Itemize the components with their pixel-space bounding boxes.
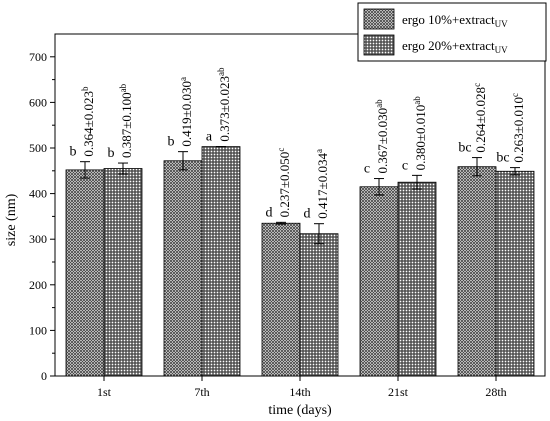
bar-series-1-7th	[163, 160, 203, 377]
error-bar-series-1-7th	[178, 151, 188, 171]
legend-swatch-series-1	[363, 8, 395, 30]
y-tick-label-200: 200	[29, 278, 47, 292]
y-tick-label-400: 400	[29, 187, 47, 201]
x-tick-label-28th: 28th	[485, 385, 506, 399]
significance-letter-series-2-7th: a	[206, 130, 213, 145]
x-tick-label-7th: 7th	[194, 385, 209, 399]
pdi-label-series-2-14th: 0.417±0.034a	[314, 149, 330, 219]
x-tick-label-21st: 21st	[388, 385, 409, 399]
pdi-label-series-2-21st: 0.380±0.010ab	[412, 96, 428, 171]
pdi-label-series-1-7th: 0.419±0.030a	[178, 77, 194, 147]
pdi-label-series-1-21st: 0.367±0.030ab	[374, 99, 390, 174]
y-tick-label-100: 100	[29, 323, 47, 337]
pdi-label-series-1-1st: 0.364±0.023b	[80, 86, 96, 157]
error-bar-series-1-21st	[374, 178, 384, 196]
error-bar-series-2-1st	[118, 162, 128, 175]
pdi-label-series-2-7th: 0.373±0.023ab	[216, 67, 232, 142]
significance-letter-series-1-28th: bc	[458, 141, 471, 156]
bar-series-1-14th	[261, 222, 301, 377]
significance-letter-series-2-14th: d	[304, 207, 311, 222]
legend: ergo 10%+extractUV ergo 20%+extractUV	[357, 2, 547, 62]
bar-series-2-14th	[299, 233, 339, 377]
significance-letter-series-2-1st: b	[108, 146, 115, 161]
bar-series-2-7th	[201, 146, 241, 377]
y-axis-title: size (nm)	[4, 193, 19, 246]
x-axis-title: time (days)	[268, 403, 332, 418]
error-bar-series-2-28th	[510, 167, 520, 176]
bar-series-1-28th	[457, 166, 497, 377]
y-tick-label-300: 300	[29, 232, 47, 246]
significance-letter-series-1-14th: d	[266, 205, 273, 220]
pdi-label-series-1-28th: 0.264±0.028c	[472, 83, 488, 153]
bars-layer	[65, 146, 535, 377]
x-tick-label-1st: 1st	[97, 385, 112, 399]
error-bar-series-2-14th	[314, 223, 324, 245]
y-tick-label-700: 700	[29, 50, 47, 64]
significance-letter-series-1-1st: b	[70, 145, 77, 160]
bar-series-1-1st	[65, 169, 105, 377]
bar-series-1-21st	[359, 186, 399, 377]
significance-letter-series-2-28th: bc	[496, 151, 509, 166]
bar-series-2-28th	[495, 170, 535, 377]
error-bar-series-1-28th	[472, 157, 482, 177]
y-tick-label-600: 600	[29, 95, 47, 109]
y-tick-label-0: 0	[41, 369, 47, 383]
legend-label-series-2: ergo 20%+extractUV	[402, 38, 508, 55]
error-bar-series-2-21st	[412, 174, 422, 190]
error-bar-series-1-1st	[80, 161, 90, 179]
x-tick-label-14th: 14th	[289, 385, 310, 399]
legend-label-series-1: ergo 10%+extractUV	[402, 12, 508, 29]
pdi-label-series-2-28th: 0.263±0.010c	[510, 93, 526, 163]
bar-series-2-1st	[103, 168, 143, 377]
pdi-label-series-1-14th: 0.237±0.050c	[276, 148, 292, 218]
axes-layer: 0 100 200 300 400 500 600 700 1st 7th 14th 21st 28th	[29, 33, 546, 399]
significance-letter-series-1-21st: c	[364, 162, 370, 177]
bar-series-2-21st	[397, 181, 437, 377]
pdi-label-series-2-1st: 0.387±0.100ab	[118, 83, 134, 158]
error-bar-series-1-14th	[276, 221, 286, 225]
significance-letter-series-2-21st: c	[402, 158, 408, 173]
y-tick-label-500: 500	[29, 141, 47, 155]
significance-letter-series-1-7th: b	[168, 135, 175, 150]
legend-swatch-series-2	[363, 34, 395, 56]
